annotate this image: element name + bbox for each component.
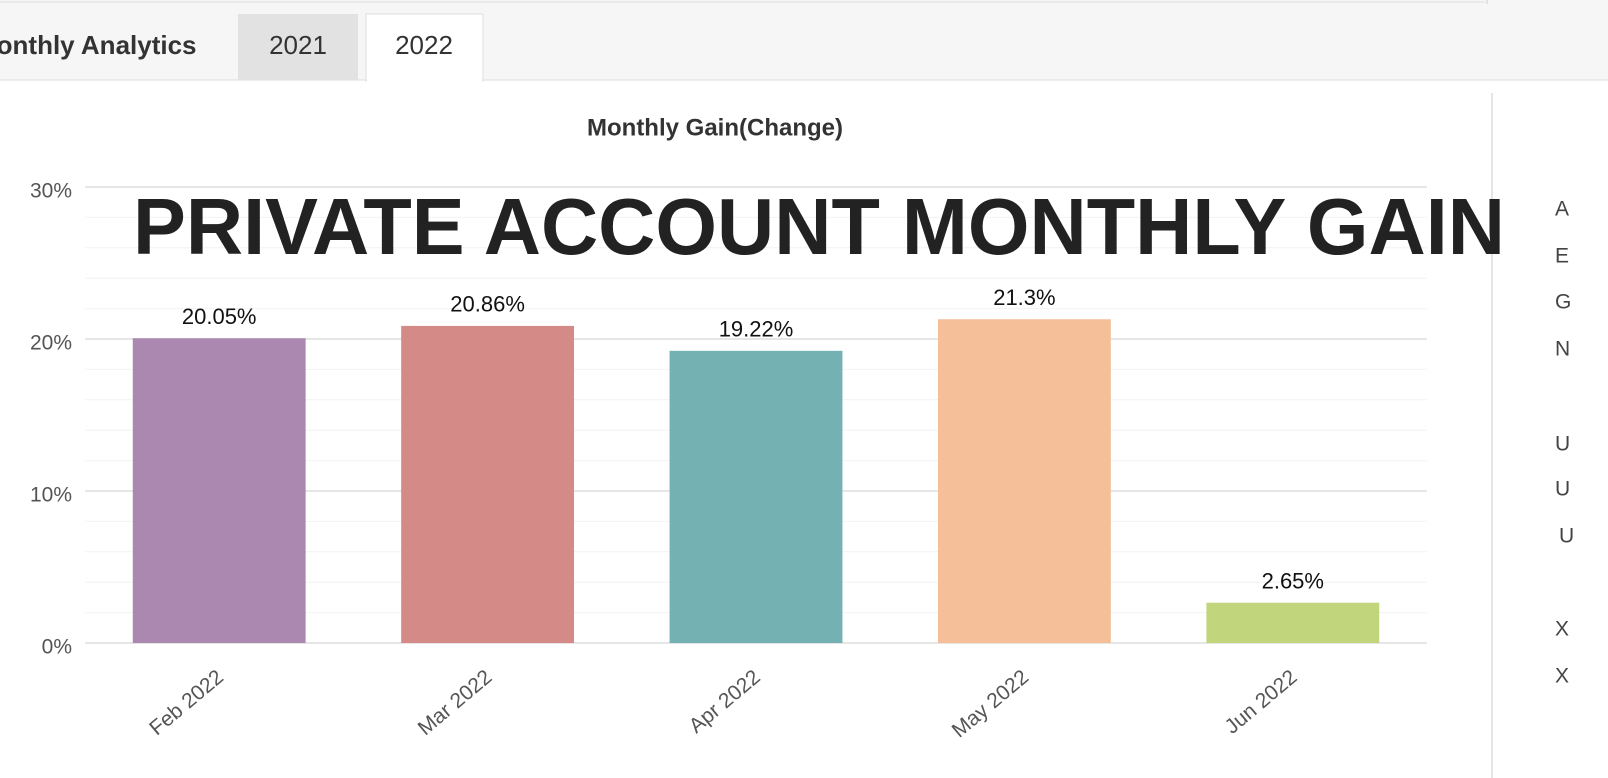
x-tick-label: Apr 2022 [685, 665, 765, 737]
y-tick-label: 10% [30, 484, 72, 507]
bar [132, 338, 306, 643]
tab-active-gap [367, 79, 482, 82]
y-tick-label: 30% [30, 180, 72, 203]
side-label: E [1555, 245, 1569, 268]
bar [401, 325, 575, 643]
bar [669, 350, 843, 643]
value-label: 21.3% [993, 285, 1055, 310]
tab-label[interactable]: 2021 [269, 30, 327, 60]
tab-label[interactable]: Monthly Analytics [0, 30, 197, 60]
value-label: 20.05% [182, 304, 257, 329]
tab-label[interactable]: 2022 [395, 30, 453, 60]
y-tick-label: 0% [42, 636, 72, 659]
x-tick-label: Jun 2022 [1221, 665, 1302, 738]
side-label: U [1555, 433, 1570, 456]
side-label: G [1555, 291, 1571, 314]
side-label: A [1555, 198, 1569, 221]
x-tick-label: May 2022 [948, 665, 1033, 742]
chart-title: Monthly Gain(Change) [587, 114, 843, 141]
side-label: N [1555, 338, 1570, 361]
value-label: 2.65% [1262, 569, 1324, 594]
value-label: 19.22% [719, 317, 794, 342]
tab-2022-bg[interactable] [365, 13, 484, 82]
y-tick-label: 20% [30, 332, 72, 355]
value-label: 20.86% [450, 292, 525, 317]
tab-2021-bg[interactable] [238, 14, 358, 80]
x-tick-label: Feb 2022 [145, 665, 228, 740]
side-label: X [1555, 618, 1569, 641]
bar [937, 319, 1111, 643]
watermark: PRIVATE ACCOUNT MONTHLY GAIN [133, 182, 1505, 271]
side-label: X [1555, 665, 1569, 688]
x-tick-label: Mar 2022 [414, 665, 497, 740]
side-label: U [1559, 525, 1574, 548]
side-label: U [1555, 478, 1570, 501]
bar [1206, 602, 1380, 643]
